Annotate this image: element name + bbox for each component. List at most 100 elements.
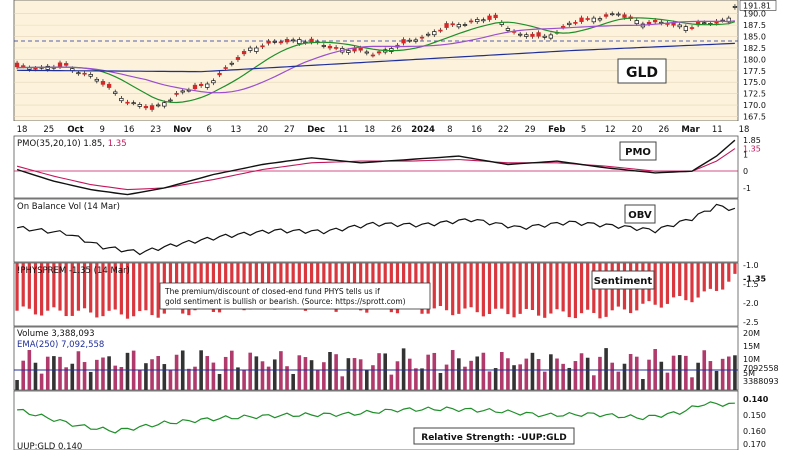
sentiment-bar [46,263,50,311]
volume-bar [291,373,295,390]
sentiment-bar [506,263,510,315]
sentiment-bar [702,263,706,292]
candle-body [229,62,234,65]
volume-bar [254,356,259,390]
volume-bar [647,359,651,390]
sentiment-y-tick: -1.35 [743,274,766,283]
candle-body [732,5,738,8]
sentiment-bar [678,263,682,297]
volume-bar [39,373,44,390]
volume-label: Volume 3,388,093 [17,329,95,339]
obv-label: On Balance Vol (14 Mar) [17,202,120,212]
sentiment-bar [536,263,541,316]
candle-body [131,102,136,105]
sentiment-bar [690,263,694,303]
candle-body [248,47,253,51]
candle-body [235,57,241,60]
date-tick: 18 [17,125,28,135]
price-y-tick: 190.0 [743,10,766,19]
volume-bar [242,370,246,390]
candle-body [634,20,639,25]
price-y-tick: 177.5 [743,67,766,76]
volume-bar [217,373,222,390]
volume-bar [297,355,302,390]
rs-y-tick: 0.160 [743,427,766,436]
candle-body [677,24,682,28]
rs-badge-label: Relative Strength: -UUP:GLD [421,433,566,443]
volume-bar [530,352,535,390]
sentiment-note-box [159,282,431,310]
candle-body [198,83,204,86]
date-tick: 29 [525,125,536,135]
volume-bar [549,354,553,390]
volume-bar [677,355,682,390]
volume-bar [70,363,75,390]
sentiment-bar [101,263,105,317]
sentiment-bar [696,263,700,298]
volume-bar [358,359,363,390]
sentiment-bar [727,263,731,282]
sentiment-bar [15,263,19,311]
sentiment-bar [721,263,725,290]
sentiment-bar [70,263,74,316]
volume-bar [395,361,400,390]
volume-bar [493,368,498,390]
sentiment-badge [591,270,655,290]
volume-bar [696,362,700,390]
candle-body [149,105,155,110]
candle-body [426,33,431,36]
volume-bar [174,354,179,390]
volume-bar [420,368,424,390]
sentiment-bar [708,263,712,289]
volume-bar [720,358,725,390]
candle-body [21,65,26,68]
rs-panel [13,390,739,451]
candle-body [57,62,63,68]
volume-bar [322,362,326,390]
pmo-y-tick: -1 [743,184,751,193]
candle-body [14,62,20,68]
sentiment-y-tick: -1.5 [743,280,759,289]
sentiment-bar [76,263,81,311]
volume-bar [260,361,265,390]
candle-body [125,101,130,104]
volume-bar [518,364,522,390]
candle-body [370,54,376,57]
pmo-y-tick: 1 [743,150,748,159]
candle-body [94,78,99,82]
sentiment-bar [524,263,528,309]
candle-body [560,26,566,28]
candle-body [162,102,167,107]
candle-body [597,18,603,21]
volume-bar [475,356,480,390]
sentiment-bar [579,263,584,314]
volume-bar [536,359,541,390]
price-y-tick: 175.0 [743,78,766,87]
sentiment-bar [21,263,25,307]
candle-body [438,29,443,32]
volume-bar [733,355,737,390]
date-tick: 20 [632,125,643,135]
date-tick: 12 [605,125,616,135]
candle-body [610,13,615,16]
volume-bar [573,361,578,390]
volume-bar [248,352,253,390]
candle-body [419,36,425,39]
volume-bar [211,362,216,390]
sentiment-bar [665,263,670,304]
volume-bar [101,357,105,390]
sentiment-bar [733,263,737,274]
sentiment-bar [512,263,516,318]
volume-bar [52,356,56,390]
volume-bar [377,353,381,390]
volume-bar [64,367,68,390]
volume-bar [684,355,688,390]
candle-body [297,39,302,44]
candle-body [579,17,584,22]
date-tick: 26 [391,125,402,135]
sentiment-bar [40,263,44,316]
sentiment-y-tick: -1.0 [743,261,759,270]
date-tick: 16 [471,125,482,135]
